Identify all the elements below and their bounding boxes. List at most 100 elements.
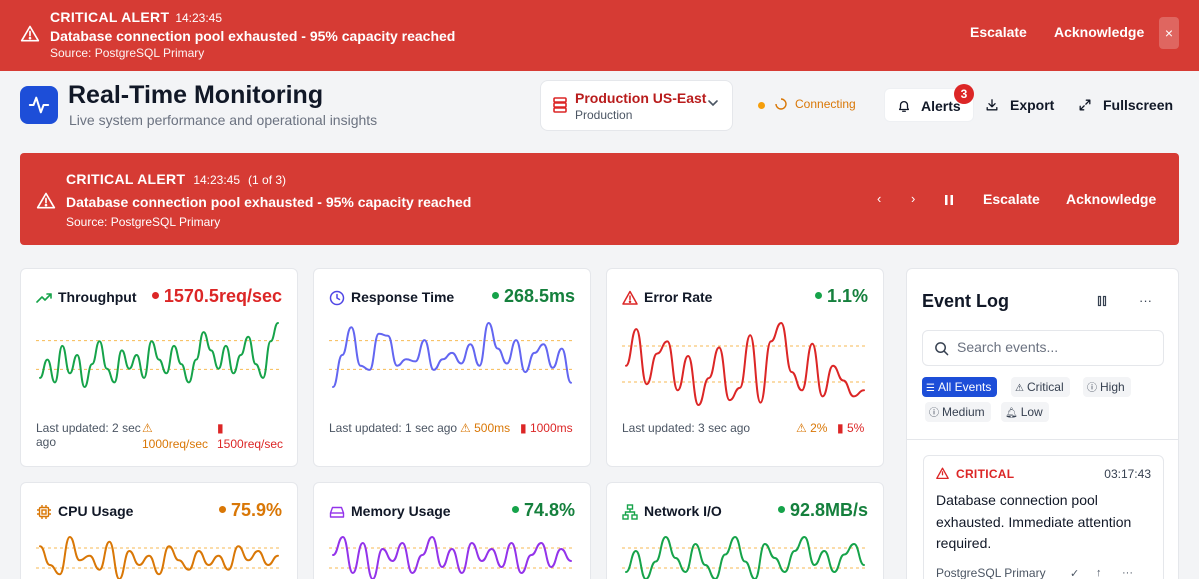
event-message: Database connection pool exhausted. Imme… — [936, 492, 1132, 551]
banner-acknowledge-button[interactable]: Acknowledge — [1054, 24, 1145, 40]
filter-low[interactable]: 🔔︎ Low — [1001, 402, 1049, 422]
previous-alert-icon[interactable]: ‹ — [877, 191, 882, 206]
event-search[interactable] — [922, 330, 1164, 366]
filter-high[interactable]: ⓘ High — [1083, 377, 1131, 397]
pause-icon[interactable] — [944, 194, 954, 206]
alert-message: Database connection pool exhausted - 95%… — [66, 194, 472, 210]
pause-icon[interactable] — [1097, 295, 1107, 307]
metric-value: 75.9% — [218, 500, 282, 521]
metric-value: 74.8% — [511, 500, 575, 521]
activity-icon — [28, 96, 50, 114]
event-source: PostgreSQL Primary — [936, 566, 1046, 579]
metric-card-cpu-usage: CPU Usage 75.9% — [20, 482, 298, 579]
environment-selector[interactable]: Production US-East Production — [540, 80, 733, 131]
loading-spinner-icon — [775, 98, 787, 110]
network-io-sparkline — [622, 535, 868, 579]
check-icon[interactable]: ✓ — [1070, 568, 1080, 579]
series-line — [625, 321, 865, 407]
event-time: 03:17:43 — [1104, 467, 1151, 481]
filter-medium[interactable]: ⓘ Medium — [925, 402, 991, 422]
download-icon — [986, 99, 998, 111]
critical-threshold-icon: ▮ — [217, 421, 224, 435]
metric-title: Network I/O — [644, 503, 722, 519]
trending-up-icon — [36, 293, 52, 303]
bell-icon — [898, 100, 910, 112]
search-input[interactable] — [957, 339, 1157, 355]
metric-title: Error Rate — [644, 289, 713, 305]
acknowledge-button[interactable]: Acknowledge — [1066, 191, 1157, 207]
status-dot — [218, 505, 226, 513]
alert-count: (1 of 3) — [248, 173, 287, 187]
arrow-up-icon[interactable]: ↑ — [1096, 567, 1102, 579]
warning-threshold: ⚠ 2% — [796, 421, 828, 435]
warning-threshold-icon: ⚠ — [142, 421, 153, 435]
connection-status-text: Connecting — [795, 97, 856, 111]
metric-card-response-time: Response Time 268.5ms Last updated: 1 se… — [313, 268, 591, 467]
status-dot — [151, 291, 159, 299]
banner-escalate-button[interactable]: Escalate — [970, 24, 1027, 40]
environment-sub: Production — [575, 108, 633, 122]
series-line — [39, 535, 279, 579]
event-severity: CRITICAL — [956, 467, 1015, 481]
chevron-down-icon — [708, 100, 718, 107]
expand-icon — [1079, 99, 1091, 111]
export-label: Export — [1010, 97, 1055, 113]
series-line — [332, 535, 572, 579]
list-icon: ☰ — [926, 383, 935, 394]
cpu-icon — [37, 505, 51, 519]
clock-icon — [329, 290, 345, 306]
warning-threshold: 1000req/sec — [142, 437, 209, 451]
alert-source: Source: PostgreSQL Primary — [66, 215, 221, 229]
network-icon — [622, 504, 638, 520]
throughput-sparkline — [36, 322, 282, 389]
warning-icon — [36, 192, 56, 209]
event-item[interactable]: CRITICAL 03:17:43 Database connection po… — [923, 455, 1164, 579]
series-line — [39, 322, 279, 389]
banner-message: Database connection pool exhausted - 95%… — [50, 28, 456, 44]
environment-name: Production US-East — [575, 90, 707, 106]
cpu-usage-sparkline — [36, 535, 282, 579]
escalate-button[interactable]: Escalate — [983, 191, 1040, 207]
event-log-title: Event Log — [922, 291, 1010, 311]
fullscreen-label: Fullscreen — [1103, 97, 1174, 113]
database-icon — [553, 97, 567, 113]
next-alert-icon[interactable]: › — [911, 191, 916, 206]
status-dot — [491, 291, 499, 299]
alert-circle-icon: ⓘ — [1087, 383, 1097, 394]
metric-card-throughput: Throughput 1570.5req/sec Last updated: 2… — [20, 268, 298, 467]
info-icon: ⓘ — [929, 408, 939, 419]
filter-critical[interactable]: ⚠ Critical — [1011, 377, 1070, 397]
error-rate-sparkline — [622, 321, 868, 407]
series-line — [625, 535, 865, 579]
event-log-panel: Event Log ··· ☰All Events ⚠Critical ⓘHig… — [906, 268, 1179, 579]
search-icon — [935, 342, 949, 356]
metric-value: 1.1% — [814, 286, 868, 307]
more-options-icon[interactable]: ··· — [1122, 567, 1133, 579]
warning-icon — [20, 25, 40, 42]
metric-title: Throughput — [58, 289, 137, 305]
banner-source: Source: PostgreSQL Primary — [50, 46, 205, 60]
divider — [907, 439, 1178, 440]
critical-threshold: 1500req/sec — [217, 437, 284, 451]
metric-title: CPU Usage — [58, 503, 134, 519]
metric-value: 268.5ms — [491, 286, 575, 307]
memory-icon — [329, 506, 345, 518]
response-time-sparkline — [329, 321, 575, 388]
critical-threshold: ▮ 1000ms — [520, 421, 573, 435]
more-options-icon[interactable]: ··· — [1139, 293, 1152, 308]
alerts-label: Alerts — [921, 98, 961, 114]
last-updated: Last updated: 1 sec ago — [329, 421, 458, 435]
critical-threshold: ▮ 5% — [837, 421, 865, 435]
metric-value: 1570.5req/sec — [151, 286, 282, 307]
status-dot — [511, 505, 519, 513]
alert-label: CRITICAL ALERT 14:23:45 (1 of 3) — [66, 171, 287, 187]
memory-usage-sparkline — [329, 535, 575, 579]
close-icon[interactable]: × — [1159, 17, 1179, 49]
app-logo — [20, 86, 58, 124]
banner-time: 14:23:45 — [175, 11, 223, 25]
filter-all-events[interactable]: ☰ All Events — [922, 377, 998, 397]
last-updated: Last updated: 3 sec ago — [622, 421, 751, 435]
series-line — [332, 321, 572, 388]
bell-icon: 🔔︎ — [1005, 408, 1018, 419]
metric-card-network-io: Network I/O 92.8MB/s — [606, 482, 884, 579]
